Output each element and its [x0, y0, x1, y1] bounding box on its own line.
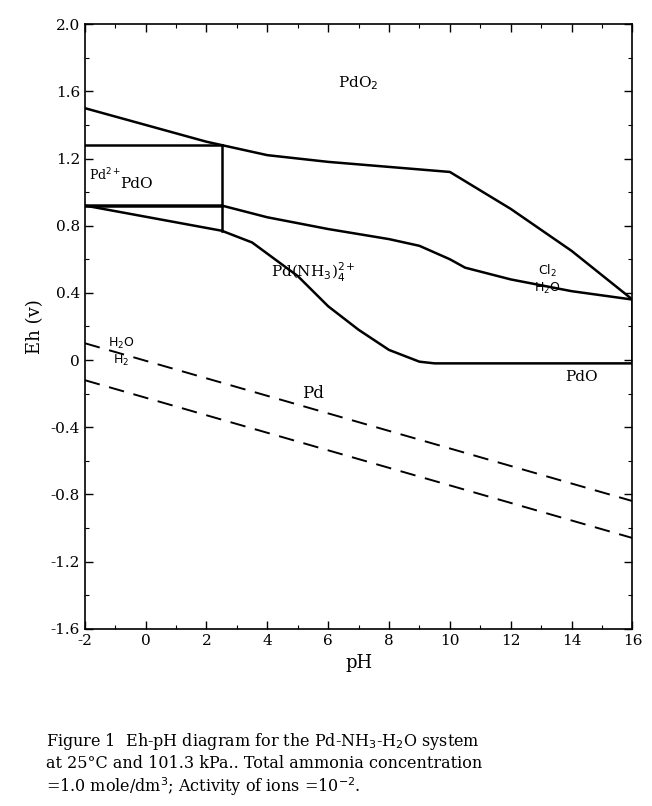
Text: Figure 1  Eh-pH diagram for the Pd-NH$_3$-H$_2$O system
at 25°C and 101.3 kPa.. : Figure 1 Eh-pH diagram for the Pd-NH$_3$… — [46, 731, 482, 798]
Y-axis label: Eh (v): Eh (v) — [25, 299, 44, 354]
Text: $\mathrm{H_2O}$
$\mathrm{H_2}$: $\mathrm{H_2O}$ $\mathrm{H_2}$ — [108, 335, 134, 368]
Text: $\mathrm{Cl_2}$
$\mathrm{H_2O}$: $\mathrm{Cl_2}$ $\mathrm{H_2O}$ — [534, 263, 561, 296]
Text: Pd$^{2+}$: Pd$^{2+}$ — [89, 167, 121, 184]
Text: PdO: PdO — [120, 177, 153, 191]
Text: Pd: Pd — [302, 385, 324, 402]
Text: PdO: PdO — [565, 370, 598, 384]
Text: PdO$_2$: PdO$_2$ — [338, 74, 379, 92]
Text: Pd(NH$_3$)$_4^{2+}$: Pd(NH$_3$)$_4^{2+}$ — [271, 261, 355, 285]
X-axis label: pH: pH — [345, 654, 372, 672]
